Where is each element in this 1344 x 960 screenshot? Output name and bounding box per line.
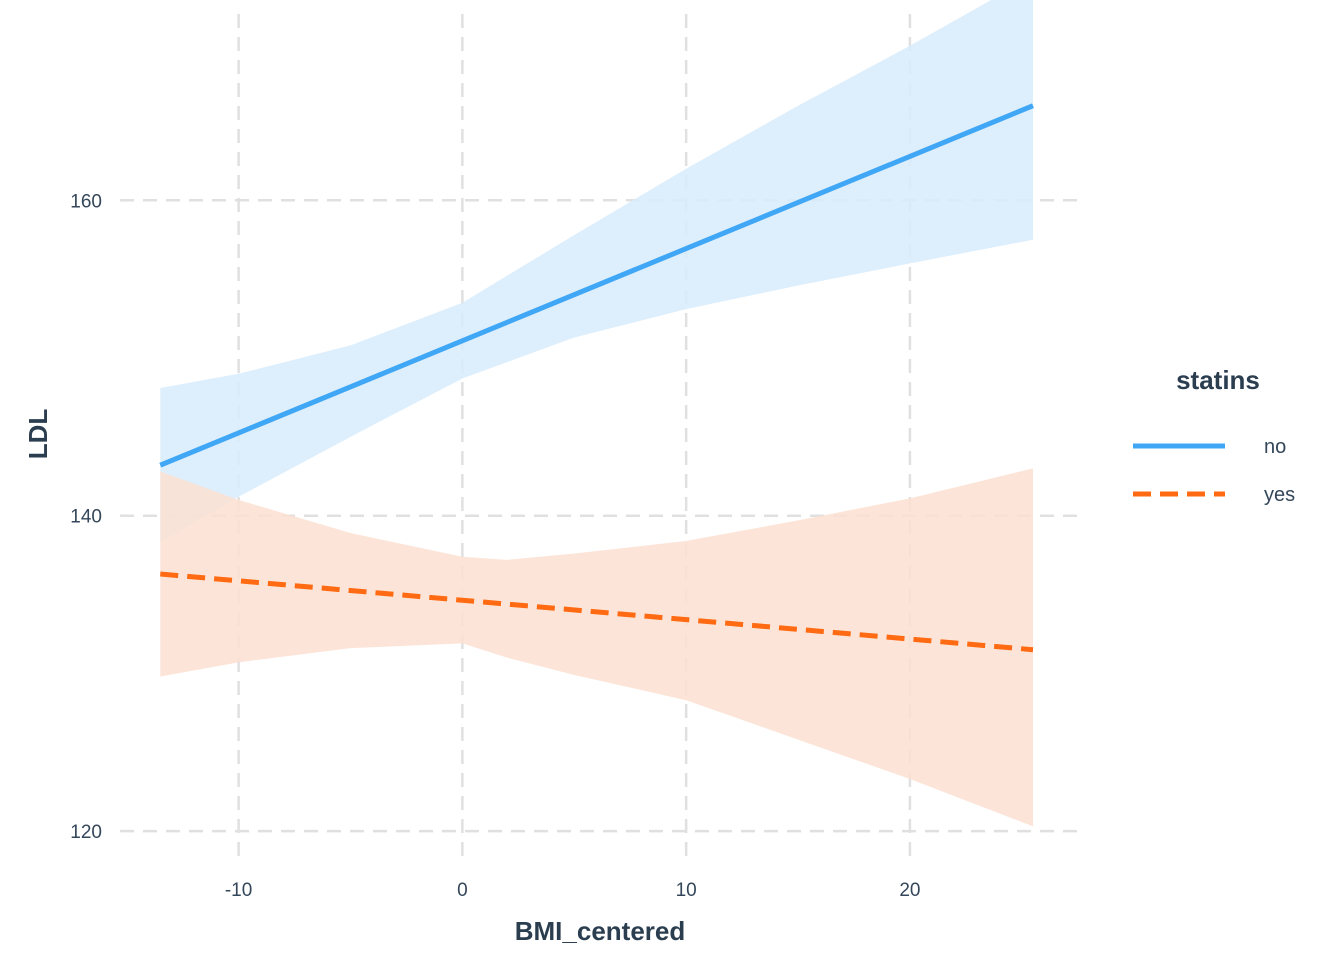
legend-label-yes: yes: [1264, 484, 1295, 506]
y-axis-title: LDL: [23, 409, 53, 460]
x-tick-label: 10: [676, 880, 697, 901]
legend: statins no yes: [1133, 365, 1295, 506]
fit-lines: [159, 103, 1034, 653]
x-axis-title: BMI_centered: [515, 916, 686, 946]
confidence-bands: [160, 0, 1034, 827]
line-no: [159, 103, 1034, 468]
y-tick-label: 160: [70, 191, 102, 212]
legend-label-no: no: [1264, 436, 1286, 458]
y-tick-label: 140: [70, 507, 102, 528]
band-yes: [160, 468, 1034, 827]
x-tick-label: -10: [225, 880, 252, 901]
band-no: [160, 0, 1034, 543]
legend-title: statins: [1176, 365, 1260, 395]
x-tick-label: 20: [899, 880, 920, 901]
y-axis-ticks: 120 140 160: [70, 191, 102, 843]
x-tick-label: 0: [457, 880, 468, 901]
x-axis-ticks: -10 0 10 20: [225, 880, 921, 901]
y-tick-label: 120: [70, 822, 102, 843]
line-yes: [160, 571, 1034, 653]
